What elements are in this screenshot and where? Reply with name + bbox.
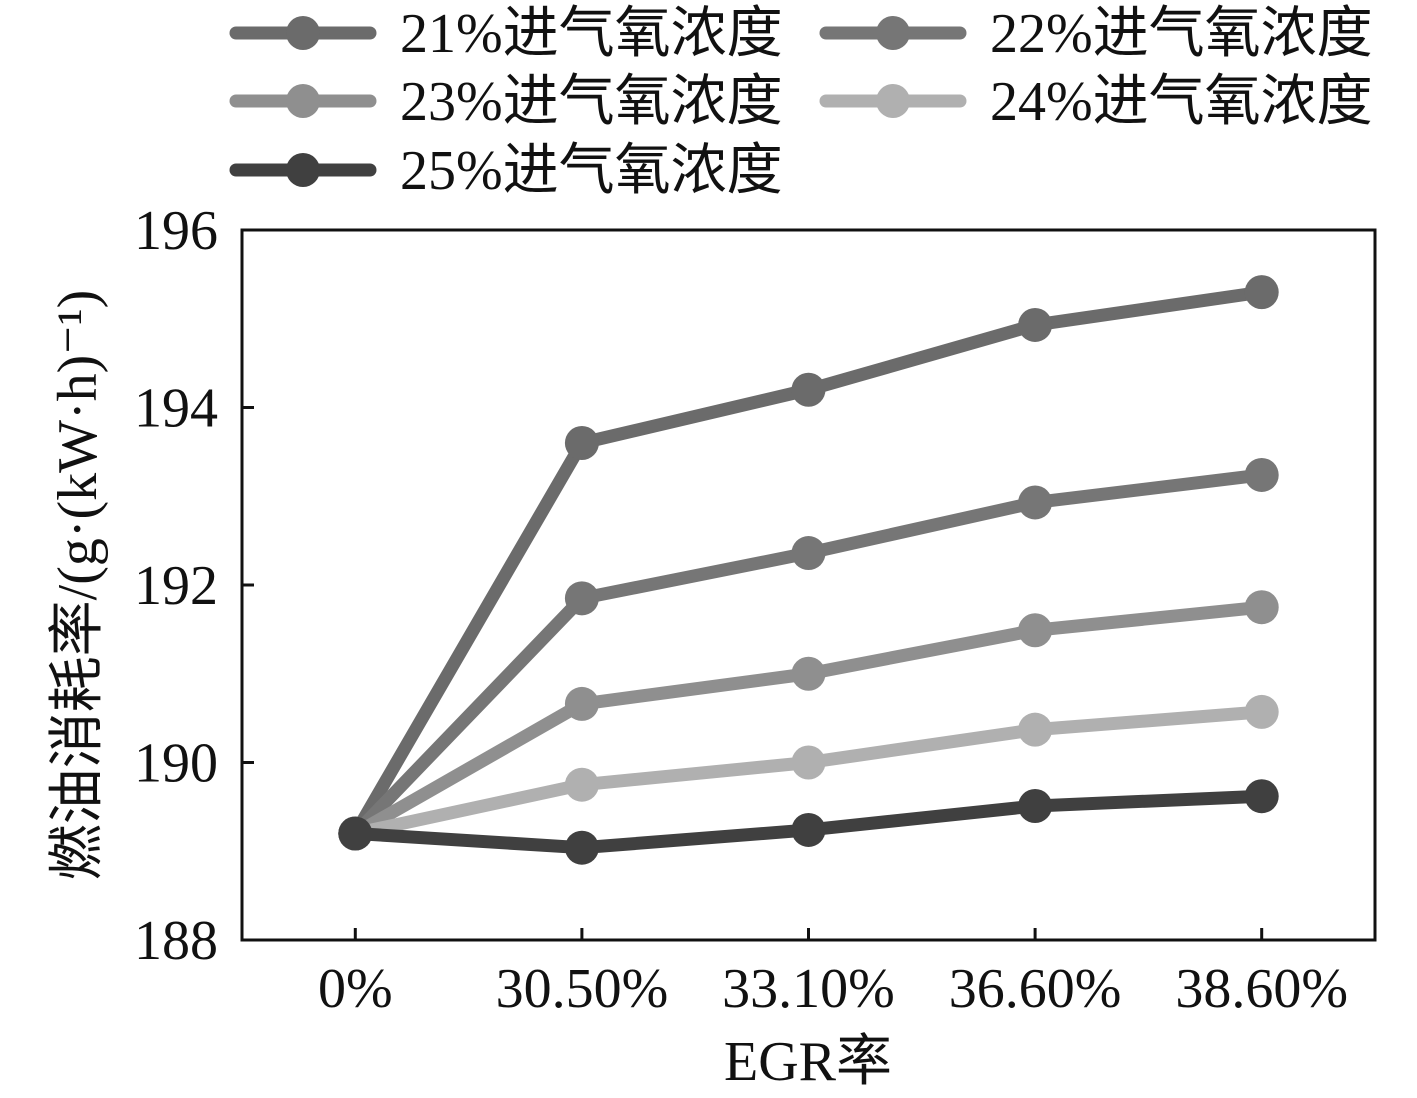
series-5 xyxy=(338,779,1279,865)
y-tick-label: 190 xyxy=(134,733,218,795)
series-4 xyxy=(338,694,1279,851)
legend-swatch-marker xyxy=(876,84,910,118)
legend-entry: 24%进气氧浓度 xyxy=(819,71,1373,133)
legend-label: 25%进气氧浓度 xyxy=(400,140,783,202)
data-point xyxy=(1018,613,1053,648)
data-point xyxy=(791,812,826,847)
data-point xyxy=(338,816,373,851)
series-2 xyxy=(338,457,1279,851)
data-point xyxy=(1018,485,1053,520)
series-1 xyxy=(338,275,1279,851)
legend-label: 23%进气氧浓度 xyxy=(400,71,783,133)
data-point xyxy=(1018,788,1053,823)
y-axis: 188 190 192 194 196 xyxy=(134,200,254,972)
data-point xyxy=(1018,307,1053,342)
y-tick-label: 196 xyxy=(134,200,218,262)
legend-label: 21%进气氧浓度 xyxy=(400,3,783,65)
data-point xyxy=(791,536,826,571)
data-point xyxy=(1244,590,1279,625)
y-tick-label: 194 xyxy=(134,378,218,440)
legend: 21%进气氧浓度 22%进气氧浓度 23%进气氧浓度 24%进气氧浓度 25%进气氧浓度 xyxy=(229,3,1373,202)
data-point xyxy=(1018,712,1053,747)
data-point xyxy=(564,426,599,460)
x-axis: 0% 30.50% 33.10% 36.60% 38.60% xyxy=(318,928,1348,1020)
x-tick-label: 38.60% xyxy=(1175,958,1348,1020)
data-point xyxy=(1244,457,1279,492)
x-axis-title: EGR率 xyxy=(724,1031,892,1093)
x-tick-label: 33.10% xyxy=(722,958,895,1020)
data-point xyxy=(564,686,599,721)
legend-entry: 22%进气氧浓度 xyxy=(819,3,1373,65)
x-tick-label: 30.50% xyxy=(496,958,669,1020)
data-point xyxy=(1244,275,1279,310)
legend-entry: 21%进气氧浓度 xyxy=(229,3,783,65)
series-line xyxy=(348,468,1269,840)
data-point xyxy=(791,656,826,691)
legend-swatch-marker xyxy=(286,16,320,50)
y-axis-title: 燃油消耗率/(g·(kW·h)⁻¹) xyxy=(47,290,109,881)
data-point xyxy=(791,372,826,407)
legend-swatch-marker xyxy=(876,16,910,50)
y-tick-label: 192 xyxy=(134,555,218,617)
data-point xyxy=(791,745,826,780)
legend-entry: 25%进气氧浓度 xyxy=(229,140,783,202)
data-point xyxy=(564,767,599,802)
data-point xyxy=(564,581,599,616)
data-point xyxy=(1244,779,1279,814)
y-tick-label: 188 xyxy=(134,910,218,972)
legend-swatch-marker xyxy=(286,84,320,118)
series-group xyxy=(338,275,1279,865)
legend-entry: 23%进气氧浓度 xyxy=(229,71,783,133)
data-point xyxy=(564,830,599,865)
x-tick-label: 36.60% xyxy=(949,958,1122,1020)
legend-swatch-marker xyxy=(286,153,320,187)
data-point xyxy=(1244,694,1279,729)
legend-label: 24%进气氧浓度 xyxy=(990,71,1373,133)
x-tick-label: 0% xyxy=(318,958,393,1020)
legend-label: 22%进气氧浓度 xyxy=(990,3,1373,65)
